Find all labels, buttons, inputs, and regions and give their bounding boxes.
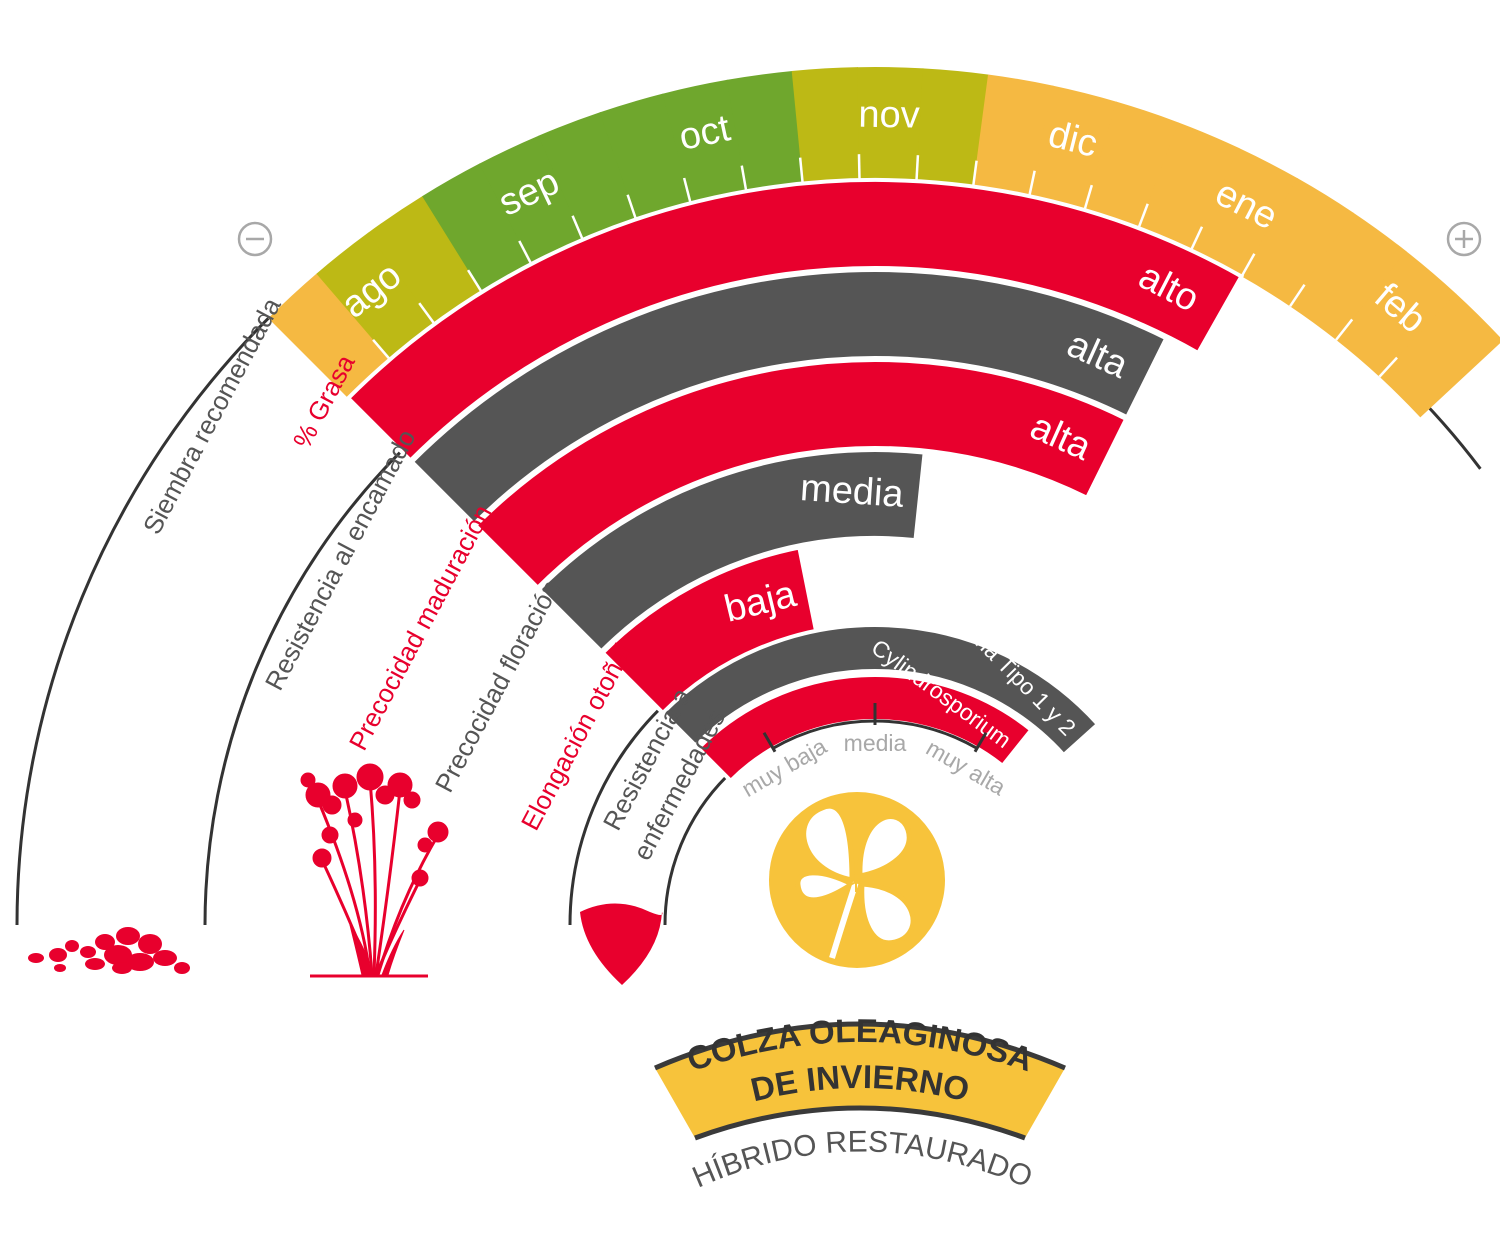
calendar-segment [916,68,989,187]
calendar-segment [1029,85,1118,211]
calendar-segment [316,232,436,360]
calendar-tick [1378,356,1398,378]
plant-icon [300,763,449,978]
calendar-tick [466,269,483,293]
calendar-tick [1189,226,1204,251]
guide-arc [568,708,661,926]
guide-arc [203,450,403,926]
guide-arc [663,775,728,926]
minus-circle-icon[interactable] [237,221,273,257]
calendar-segment [1241,178,1354,307]
calendar-tick [915,155,920,182]
calendar-segment [857,67,924,182]
calendar-tick [571,215,584,241]
guide-arc [15,317,270,926]
calendar-segment [662,79,747,204]
trait-value-label: media [799,467,906,516]
calendar-segment [726,70,804,192]
calendar-segment [1190,147,1298,277]
calendar-tick [1083,184,1094,211]
calendar-tick [626,194,638,220]
calendar-segment [1084,101,1180,229]
calendar-tick [418,302,436,325]
calendar-tick [682,177,692,204]
month-label: nov [858,94,920,137]
plus-circle-icon[interactable] [1446,221,1482,257]
calendar-segment [268,273,391,399]
disease-axis-tick [762,731,777,753]
disease-axis-tick [973,731,988,753]
calendar-segment [791,67,861,184]
calendar-tick [798,157,804,184]
disease-scale-label: media [844,730,907,756]
calendar-segment [1336,251,1457,378]
calendar-tick [518,240,533,265]
calendar-segment [1138,122,1240,251]
calendar-tick [740,165,748,192]
calendar-tick [1028,170,1036,197]
calendar-segment [538,112,637,240]
calendar-segment [367,195,483,325]
calendar-tick [857,154,861,181]
calendar-segment [479,135,584,265]
calendar-tick [1240,253,1256,278]
product-subtitle: HÍBRIDO RESTAURADO [688,1125,1037,1194]
calendar-segment [973,74,1054,197]
rapeseed-flower-icon [769,792,945,968]
shield-icon [580,903,663,985]
calendar-tick [971,160,978,187]
calendar-tick [1137,203,1149,229]
calendar-segment [599,93,692,220]
calendar-segment [1379,293,1500,418]
disease-bar [660,623,1101,758]
calendar-tick [1289,284,1306,308]
calendar-tick [372,338,391,361]
calendar-segment [422,163,532,293]
label-siembra-recomendada: Siembra recomendada [137,292,287,539]
seeds-icon [28,927,190,974]
calendar-segment [1290,212,1407,341]
product-banner [654,1021,1066,1141]
calendar-tick [1335,318,1354,341]
